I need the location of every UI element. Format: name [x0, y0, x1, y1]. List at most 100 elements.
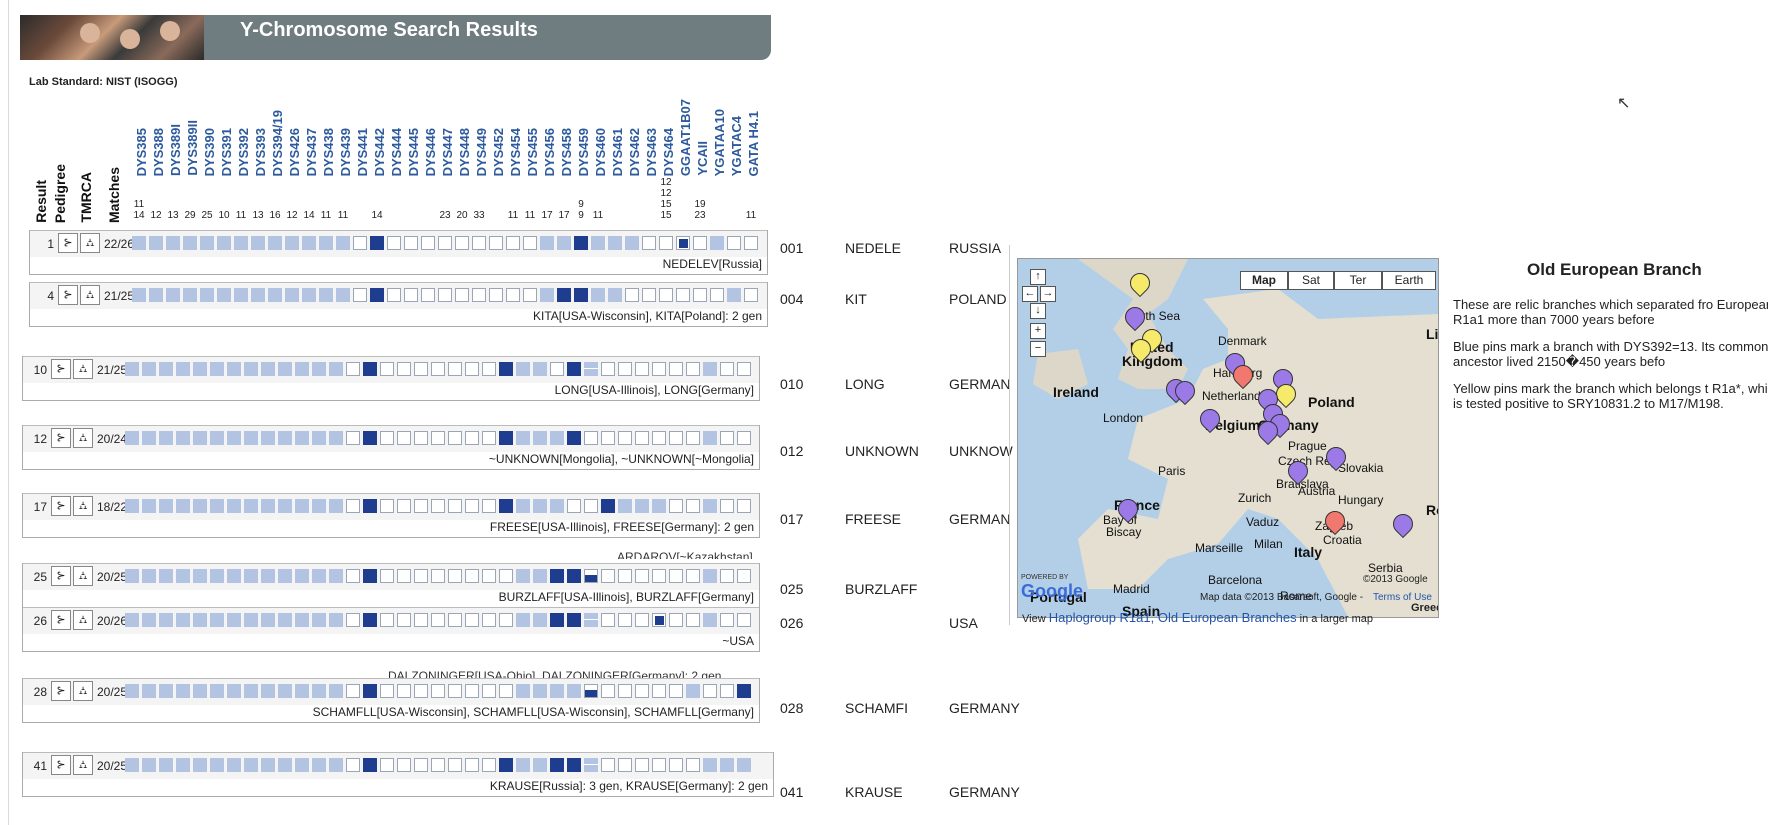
marker-header[interactable]: DYS445	[406, 127, 421, 176]
marker-cell	[720, 613, 734, 627]
marker-header[interactable]: DYS392	[236, 127, 251, 176]
pedigree-icon[interactable]: ⊱	[58, 233, 78, 253]
marker-header[interactable]: DYS444	[389, 127, 404, 176]
marker-header[interactable]: DYS442	[372, 127, 387, 176]
result-names[interactable]: ~UNKNOWN[Mongolia], ~UNKNOWN[~Mongolia]	[488, 452, 754, 466]
marker-header[interactable]: DYS439	[338, 127, 353, 176]
marker-header[interactable]: DYS452	[491, 127, 506, 176]
marker-cell	[567, 569, 581, 583]
pan-down-button[interactable]: ↓	[1030, 303, 1046, 319]
marker-header[interactable]: YCAII	[695, 141, 710, 176]
marker-header[interactable]: DYS460	[593, 127, 608, 176]
marker-header[interactable]: DYS448	[457, 127, 472, 176]
marker-header[interactable]: DYS454	[508, 127, 523, 176]
tmrca-icon[interactable]: ⛼	[80, 285, 100, 305]
marker-header[interactable]: YGATAA10	[712, 108, 727, 176]
marker-header[interactable]: DYS446	[423, 127, 438, 176]
map-type-button-ter[interactable]: Ter	[1334, 271, 1382, 290]
pedigree-icon[interactable]: ⊱	[51, 681, 71, 701]
result-names[interactable]: KRAUSE[Russia]: 3 gen, KRAUSE[Germany]: …	[489, 779, 768, 793]
marker-cell	[370, 236, 384, 250]
zoom-out-button[interactable]: −	[1030, 341, 1046, 357]
tmrca-icon[interactable]: ⛼	[73, 755, 93, 775]
info-paragraph: Yellow pins mark the branch which belong…	[1453, 381, 1768, 411]
marker-cell	[737, 569, 751, 583]
marker-header[interactable]: GATA H4.1	[746, 110, 761, 177]
marker-cell	[159, 613, 173, 627]
map-type-button-sat[interactable]: Sat	[1288, 271, 1334, 290]
tmrca-icon[interactable]: ⛼	[73, 610, 93, 630]
result-names[interactable]: SCHAMFLL[USA-Wisconsin], SCHAMFLL[USA-Wi…	[312, 705, 754, 719]
marker-header[interactable]: DYS391	[219, 127, 234, 176]
pedigree-icon[interactable]: ⊱	[51, 566, 71, 586]
tmrca-icon[interactable]: ⛼	[73, 496, 93, 516]
result-names[interactable]: FREESE[USA-Illinois], FREESE[Germany]: 2…	[489, 520, 754, 534]
larger-map-link[interactable]: Haplogroup R1a1, Old European Branches	[1048, 610, 1297, 625]
pedigree-icon[interactable]: ⊱	[51, 359, 71, 379]
marker-header[interactable]: DYS455	[525, 127, 540, 176]
marker-header[interactable]: DYS389I	[168, 123, 183, 176]
result-names[interactable]: NEDELEV[Russia]	[662, 257, 762, 271]
result-surname[interactable]: KRAUSE	[845, 784, 903, 800]
marker-header[interactable]: DYS393	[253, 127, 268, 176]
zoom-in-button[interactable]: +	[1030, 323, 1046, 339]
result-surname[interactable]: NEDELE	[845, 240, 902, 256]
tmrca-icon[interactable]: ⛼	[73, 428, 93, 448]
tmrca-icon[interactable]: ⛼	[73, 566, 93, 586]
pan-up-button[interactable]: ↑	[1030, 269, 1046, 285]
marker-header[interactable]: YGATAC4	[729, 115, 744, 176]
marker-header[interactable]: DYS456	[542, 127, 557, 176]
tmrca-icon[interactable]: ⛼	[73, 681, 93, 701]
marker-header[interactable]: DYS394/19	[270, 109, 285, 177]
marker-header[interactable]: DYS426	[287, 127, 302, 176]
result-names[interactable]: BURZLAFF[USA-Illinois], BURZLAFF[Germany…	[498, 590, 754, 604]
marker-cell	[431, 758, 445, 772]
result-surname[interactable]: UNKNOWN	[845, 443, 919, 459]
map-type-button-earth[interactable]: Earth	[1382, 271, 1436, 290]
pan-right-button[interactable]: →	[1040, 286, 1056, 302]
result-surname[interactable]: FREESE	[845, 511, 902, 527]
tmrca-icon[interactable]: ⛼	[80, 233, 100, 253]
marker-header[interactable]: DYS441	[355, 127, 370, 176]
marker-header[interactable]: DYS390	[202, 127, 217, 176]
marker-header[interactable]: DYS389II	[185, 120, 200, 176]
reference-value: 14	[303, 210, 315, 221]
marker-header[interactable]: DYS459	[576, 127, 591, 176]
marker-cell	[414, 758, 428, 772]
map-type-button-map[interactable]: Map	[1240, 271, 1288, 290]
marker-header[interactable]: DYS385	[134, 127, 149, 176]
result-surname[interactable]: BURZLAFF	[845, 581, 918, 597]
result-names[interactable]: ~USA	[722, 634, 754, 648]
result-surname[interactable]: SCHAMFI	[845, 700, 908, 716]
pedigree-icon[interactable]: ⊱	[51, 755, 71, 775]
marker-cell	[244, 684, 258, 698]
marker-cell	[591, 288, 605, 302]
pedigree-icon[interactable]: ⊱	[58, 285, 78, 305]
pedigree-icon[interactable]: ⊱	[51, 610, 71, 630]
pedigree-icon[interactable]: ⊱	[51, 428, 71, 448]
marker-header[interactable]: DYS464	[661, 127, 676, 176]
pedigree-icon[interactable]: ⊱	[51, 496, 71, 516]
result-surname[interactable]: KIT	[845, 291, 867, 307]
pan-left-button[interactable]: ←	[1022, 286, 1038, 302]
marker-header[interactable]: DYS462	[627, 127, 642, 176]
europe-map[interactable]: ↑ ← → ↓ + − Map Sat Ter Earth North Sea Denm…	[1017, 258, 1439, 618]
marker-cell	[584, 362, 598, 376]
tmrca-icon[interactable]: ⛼	[73, 359, 93, 379]
result-surname[interactable]: LONG	[845, 376, 885, 392]
result-names[interactable]: LONG[USA-Illinois], LONG[Germany]	[554, 383, 754, 397]
marker-header[interactable]: DYS388	[151, 127, 166, 176]
marker-header[interactable]: DYS447	[440, 127, 455, 176]
result-row: 17 ⊱ ⛼ 18/22 FREESE[USA-Illinois], FREESE[Ge…	[22, 493, 760, 538]
result-names[interactable]: KITA[USA-Wisconsin], KITA[Poland]: 2 gen	[533, 309, 762, 323]
marker-header[interactable]: DYS438	[321, 127, 336, 176]
marker-header[interactable]: DYS463	[644, 127, 659, 176]
map-terms-link[interactable]: Terms of Use	[1373, 592, 1432, 603]
marker-header[interactable]: GGAAT1B07	[678, 98, 693, 176]
marker-cell	[499, 499, 513, 513]
marker-header[interactable]: DYS449	[474, 127, 489, 176]
marker-header[interactable]: DYS461	[610, 127, 625, 176]
marker-header[interactable]: DYS458	[559, 127, 574, 176]
reference-value: 12	[150, 210, 162, 221]
marker-header[interactable]: DYS437	[304, 127, 319, 176]
